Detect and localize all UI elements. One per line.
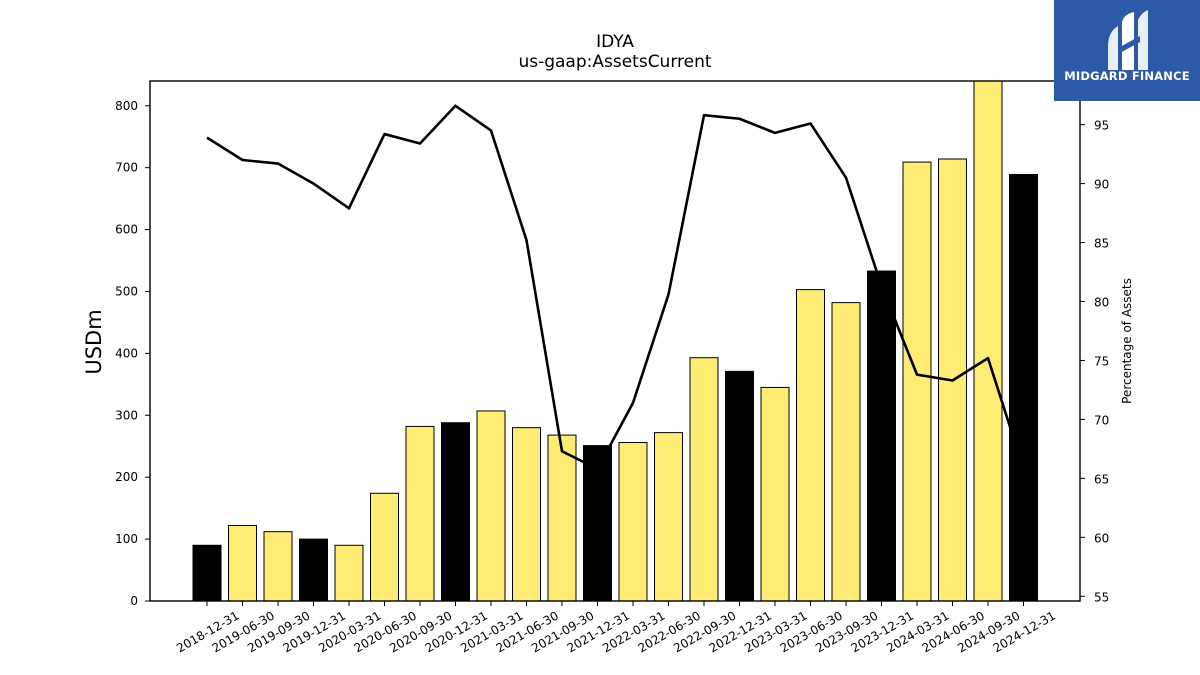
percentage-line: [206, 104, 1025, 471]
y-tick-label: 600: [115, 223, 138, 237]
y-tick-label: 800: [115, 99, 138, 113]
bars-layer: [192, 80, 1038, 602]
bar: [725, 370, 754, 602]
bar: [902, 161, 932, 602]
logo-text: MIDGARD FINANCE: [1064, 69, 1190, 83]
y2-tick-label: 90: [1094, 178, 1109, 192]
y2-tick-label: 70: [1094, 413, 1109, 427]
y-tick-label: 0: [130, 594, 138, 608]
bar: [512, 427, 541, 602]
y-tick-label: 500: [115, 284, 138, 298]
bar: [334, 544, 364, 602]
y-tick-label: 700: [115, 161, 138, 175]
bar: [618, 442, 648, 602]
y-tick-label: 200: [115, 470, 138, 484]
y2-tick-label: 65: [1094, 472, 1109, 486]
bar: [192, 544, 222, 602]
y2-tick-label: 60: [1094, 531, 1109, 545]
x-axis: 2018-12-312019-06-302019-09-302019-12-31…: [174, 601, 1058, 655]
bar: [441, 422, 470, 602]
bar: [228, 524, 257, 602]
y2-tick-label: 75: [1094, 354, 1109, 368]
bar: [370, 492, 399, 602]
bar: [583, 445, 612, 602]
chart-title: IDYA: [596, 32, 634, 52]
y2-tick-label: 95: [1094, 119, 1109, 133]
bar: [299, 538, 328, 602]
bar: [796, 289, 825, 602]
bar: [1009, 173, 1038, 602]
y-axis-label: USDm: [82, 309, 106, 374]
bar: [867, 270, 896, 602]
bar: [760, 386, 790, 602]
left-axis: 0 100 200 300 400 500 600 700 800: [115, 99, 150, 608]
y-tick-label: 100: [115, 532, 138, 546]
y2-axis-label: Percentage of Assets: [1120, 278, 1134, 404]
bar: [476, 410, 506, 602]
bar: [831, 302, 861, 602]
y-tick-label: 400: [115, 346, 138, 360]
right-axis: 55 60 65 70 75 80 85 90 95: [1080, 119, 1109, 604]
y2-tick-label: 85: [1094, 237, 1109, 251]
y2-tick-label: 55: [1094, 590, 1109, 604]
bar: [547, 434, 577, 602]
y2-tick-label: 80: [1094, 295, 1109, 309]
bar: [263, 531, 293, 602]
plot-frame: [149, 80, 1081, 602]
bar: [654, 432, 683, 602]
bar: [973, 80, 1003, 602]
chart-subtitle: us-gaap:AssetsCurrent: [518, 52, 712, 72]
midgard-logo-icon: [1108, 10, 1148, 70]
logo: MIDGARD FINANCE: [1054, 0, 1200, 101]
y-tick-label: 300: [115, 408, 138, 422]
bar: [689, 357, 719, 602]
bar: [405, 425, 435, 602]
